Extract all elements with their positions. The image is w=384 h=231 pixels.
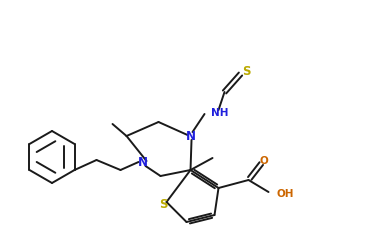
Text: O: O [259, 155, 268, 165]
Text: N: N [185, 130, 195, 143]
Text: S: S [159, 198, 168, 211]
Text: NH: NH [210, 108, 228, 118]
Text: S: S [243, 65, 251, 78]
Text: N: N [137, 156, 147, 169]
Text: OH: OH [276, 188, 294, 198]
